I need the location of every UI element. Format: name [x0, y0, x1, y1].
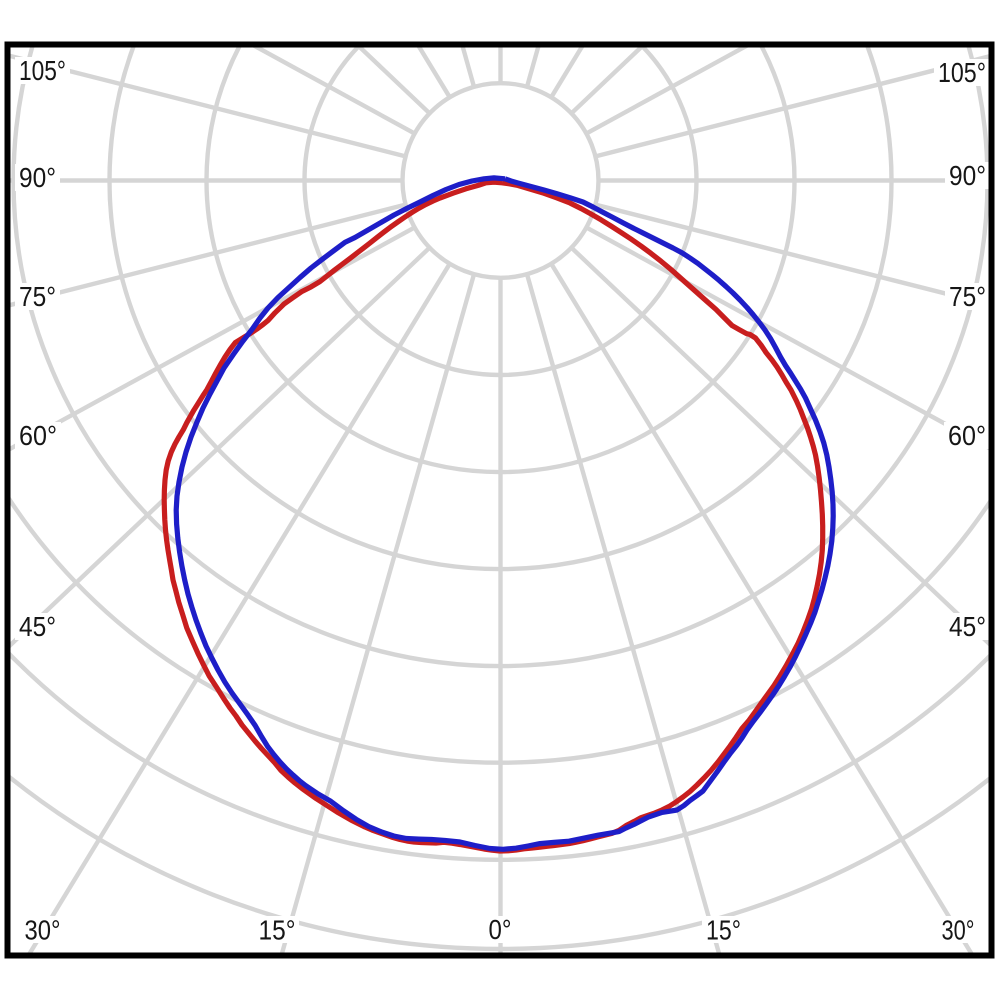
svg-text:105°: 105° [938, 57, 986, 88]
svg-text:75°: 75° [949, 281, 986, 312]
svg-text:30°: 30° [942, 915, 975, 946]
svg-text:90°: 90° [19, 162, 56, 193]
svg-text:60°: 60° [948, 420, 986, 451]
svg-text:30°: 30° [25, 915, 61, 946]
svg-text:45°: 45° [19, 611, 56, 642]
svg-text:15°: 15° [706, 915, 741, 946]
svg-text:15°: 15° [259, 915, 296, 946]
svg-text:90°: 90° [949, 160, 986, 191]
svg-text:0°: 0° [489, 914, 512, 945]
svg-text:45°: 45° [949, 611, 986, 642]
svg-text:60°: 60° [19, 420, 57, 451]
svg-text:105°: 105° [19, 55, 66, 86]
svg-text:75°: 75° [19, 281, 56, 312]
